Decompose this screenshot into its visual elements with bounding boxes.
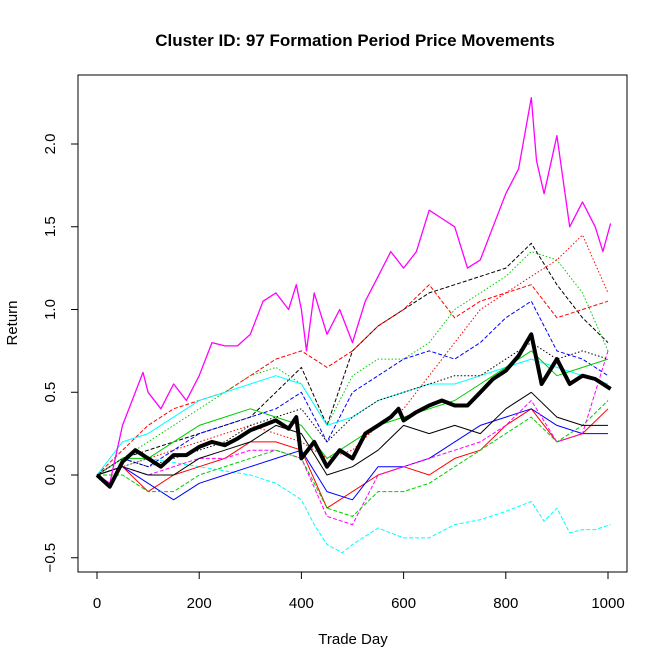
series-line-7 <box>96 350 609 476</box>
x-axis-label: Trade Day <box>318 631 388 648</box>
x-tick-label: 1000 <box>591 595 624 612</box>
y-tick-label: −0.5 <box>42 543 59 573</box>
x-tick-label: 600 <box>391 595 416 612</box>
chart-title: Cluster ID: 97 Formation Period Price Mo… <box>155 31 555 50</box>
y-tick-label: 2.0 <box>42 134 59 155</box>
x-tick-label: 400 <box>289 595 314 612</box>
series-line-10 <box>96 350 609 526</box>
series-line-12 <box>96 391 608 476</box>
series-line-3 <box>96 251 609 476</box>
y-tick-label: 1.5 <box>42 216 59 237</box>
y-tick-label: 1.0 <box>42 299 59 320</box>
series-line-6 <box>96 358 609 476</box>
series-line-14 <box>96 97 612 484</box>
plot-frame <box>77 74 628 573</box>
y-axis: −0.5 0.0 0.5 1.0 1.5 2.0 <box>42 134 79 573</box>
x-tick-label: 800 <box>493 595 518 612</box>
series-line-2 <box>96 284 609 476</box>
series-line-9 <box>96 408 608 501</box>
y-tick-label: 0.0 <box>42 465 59 486</box>
x-axis: 0 200 400 600 800 1000 <box>93 571 625 612</box>
x-tick-label: 200 <box>187 595 212 612</box>
series-line-11 <box>97 400 609 517</box>
series-line-4 <box>96 234 609 476</box>
x-tick-label: 0 <box>93 595 101 612</box>
series-line-5 <box>96 300 609 476</box>
y-tick-label: 0.5 <box>42 382 59 403</box>
series-line-8 <box>96 408 609 509</box>
series-layer <box>95 97 612 554</box>
y-axis-label: Return <box>4 300 21 345</box>
series-line-15 <box>95 332 612 489</box>
series-line-0 <box>96 457 611 554</box>
